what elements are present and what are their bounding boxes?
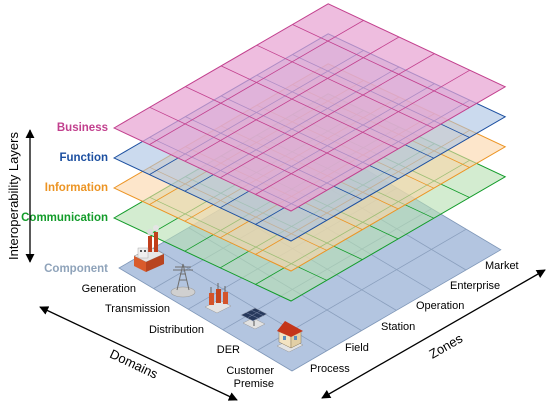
domain-label-customer-premise-line: Premise [234,378,274,390]
solar-panel-icon [240,307,268,330]
domain-label-der: DER [217,344,240,356]
zone-label-market: Market [485,260,519,272]
layer-label-communication: Communication [21,212,108,224]
domain-label-customer-premise-line: Customer [226,365,274,377]
zone-label-operation: Operation [416,300,464,312]
zone-label-enterprise: Enterprise [450,280,500,292]
grid-line-zone [149,106,327,191]
interoperability-axis-title: Interoperability Layers [6,132,21,260]
grid-line-domain [184,36,400,162]
interoperability-axis: Interoperability Layers [6,129,35,263]
zone-label-process: Process [310,363,350,375]
house-icon [276,321,304,353]
layer-label-component: Component [44,263,108,275]
grid-line-zone [185,86,363,170]
layer-label-information: Information [45,182,108,194]
grid-line-domain [255,69,471,195]
grid-line-domain [219,53,435,179]
layer-planes [112,3,507,372]
power-plant-icon [133,225,165,272]
layer-label-business: Business [57,122,108,134]
grid-line-zone [256,44,434,129]
layer-label-function: Function [59,152,108,164]
domain-label-transmission: Transmission [105,303,170,315]
grid-line-zone [292,24,470,108]
zone-label-station: Station [381,321,415,333]
grid-line-domain [149,20,364,145]
transmission-tower-icon [170,263,196,298]
domain-label-customer-premise: Customer Premise [226,365,274,390]
layer-plane-business [112,3,507,212]
zone-label-field: Field [345,342,369,354]
domain-label-generation: Generation [82,283,136,295]
grid-line-zone [220,65,399,150]
domain-label-distribution: Distribution [149,324,204,336]
layer-labels: Business Function Information Communicat… [21,122,108,275]
